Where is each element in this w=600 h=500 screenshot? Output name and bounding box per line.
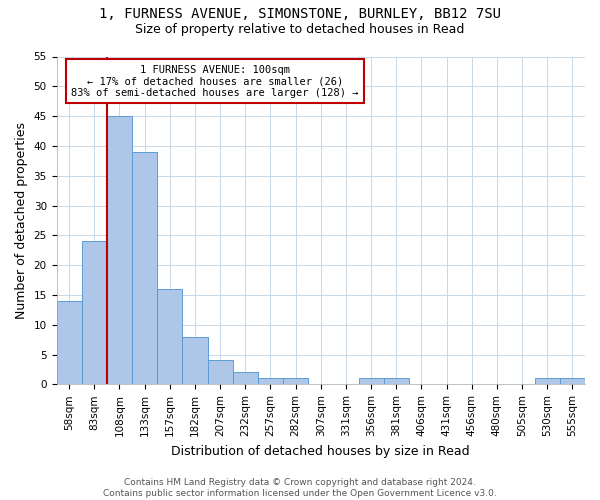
Bar xyxy=(56,301,82,384)
Bar xyxy=(182,336,208,384)
Bar xyxy=(283,378,308,384)
X-axis label: Distribution of detached houses by size in Read: Distribution of detached houses by size … xyxy=(172,444,470,458)
Text: Size of property relative to detached houses in Read: Size of property relative to detached ho… xyxy=(136,22,464,36)
Bar xyxy=(157,289,182,384)
Bar xyxy=(132,152,157,384)
Bar xyxy=(258,378,283,384)
Bar xyxy=(359,378,383,384)
Bar xyxy=(233,372,258,384)
Text: Contains HM Land Registry data © Crown copyright and database right 2024.
Contai: Contains HM Land Registry data © Crown c… xyxy=(103,478,497,498)
Bar xyxy=(560,378,585,384)
Y-axis label: Number of detached properties: Number of detached properties xyxy=(15,122,28,319)
Bar xyxy=(208,360,233,384)
Text: 1 FURNESS AVENUE: 100sqm
← 17% of detached houses are smaller (26)
83% of semi-d: 1 FURNESS AVENUE: 100sqm ← 17% of detach… xyxy=(71,64,359,98)
Bar xyxy=(107,116,132,384)
Text: 1, FURNESS AVENUE, SIMONSTONE, BURNLEY, BB12 7SU: 1, FURNESS AVENUE, SIMONSTONE, BURNLEY, … xyxy=(99,8,501,22)
Bar xyxy=(82,242,107,384)
Bar xyxy=(383,378,409,384)
Bar xyxy=(535,378,560,384)
